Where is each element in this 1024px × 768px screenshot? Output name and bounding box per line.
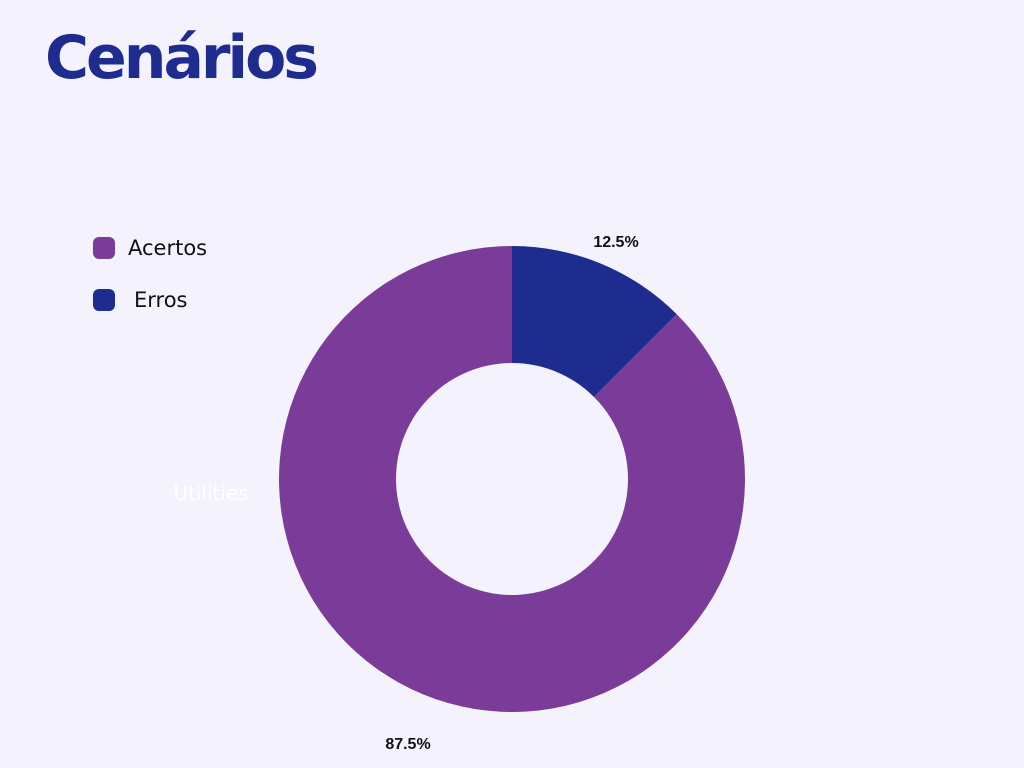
legend-item-erros: Erros <box>93 286 207 314</box>
chart-annotation: Utilities <box>173 481 248 505</box>
legend-label-erros: Erros <box>134 288 188 312</box>
chart-legend: Acertos Erros <box>93 234 207 338</box>
donut-slices <box>278 246 745 712</box>
page-title: Cenários <box>45 23 319 93</box>
donut-slice-erros <box>512 246 677 397</box>
legend-swatch-acertos <box>93 237 115 259</box>
legend-swatch-erros <box>93 289 115 311</box>
slice-label-erros: 12.5% <box>593 234 638 251</box>
donut-labels: 12.5% 87.5% Utilities <box>173 234 638 753</box>
legend-item-acertos: Acertos <box>93 234 207 262</box>
legend-label-acertos: Acertos <box>128 236 208 260</box>
donut-slice-acertos <box>278 246 745 712</box>
slice-label-acertos: 87.5% <box>385 736 430 753</box>
